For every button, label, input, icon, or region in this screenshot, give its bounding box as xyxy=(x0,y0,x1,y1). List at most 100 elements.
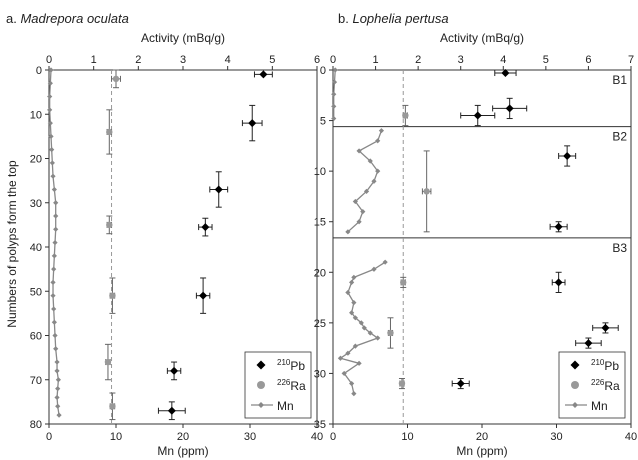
mn-tick-label: 40 xyxy=(625,431,637,443)
mn-tick-label: 30 xyxy=(244,431,256,443)
mn-point xyxy=(50,173,56,179)
mn-point xyxy=(54,368,60,374)
ra-point xyxy=(402,112,409,119)
activity-tick-label: 1 xyxy=(373,54,379,66)
segment-label: B3 xyxy=(612,241,627,255)
mn-point xyxy=(351,300,357,306)
mn-point xyxy=(51,306,57,312)
mn-point xyxy=(371,178,377,184)
mn-point xyxy=(349,310,355,316)
segment-label: B2 xyxy=(612,130,627,144)
panel-b-plot: 0 1 2 3 4 5 6 7 0 10 20 30 40 0 5 10 15 20 25 30 35 B1 B2 B3 210… xyxy=(314,54,637,443)
y-tick-label: 25 xyxy=(314,318,326,330)
legend-ra-label: 226Ra xyxy=(277,378,306,393)
legend-pb-label: 210Pb xyxy=(277,358,305,373)
panel-b-title: b. Lophelia pertusa xyxy=(338,11,449,26)
y-tick-label: 20 xyxy=(30,154,42,166)
activity-tick-label: 3 xyxy=(458,54,464,66)
legend-mn-marker xyxy=(572,402,578,408)
ra-point xyxy=(106,221,113,229)
mn-tick-label: 20 xyxy=(177,431,189,443)
panel-a-activity-label: Activity (mBq/g) xyxy=(141,31,225,45)
legend-box xyxy=(558,351,626,419)
pb-point xyxy=(214,185,223,194)
mn-point xyxy=(367,330,373,336)
ra-point xyxy=(106,128,113,136)
y-tick-label: 30 xyxy=(314,368,326,380)
mn-point xyxy=(55,386,61,392)
legend-mn-label: Mn xyxy=(591,399,608,413)
mn-point xyxy=(56,412,62,418)
panel-b-activity-label: Activity (mBq/g) xyxy=(440,31,524,45)
y-tick-label: 10 xyxy=(30,109,42,121)
mn-point xyxy=(51,266,57,272)
mn-point xyxy=(363,188,370,194)
mn-point xyxy=(51,186,57,193)
pb-point xyxy=(501,69,510,78)
mn-point xyxy=(345,229,351,235)
y-tick-label: 50 xyxy=(30,286,42,298)
mn-point xyxy=(47,120,53,126)
mn-point xyxy=(47,107,53,113)
mn-point xyxy=(341,370,347,377)
mn-tick-label: 10 xyxy=(110,431,122,443)
y-tick-label: 5 xyxy=(320,116,326,128)
activity-tick-label: 6 xyxy=(314,54,320,66)
activity-tick-label: 5 xyxy=(269,54,275,66)
pb-point xyxy=(584,339,593,348)
panel-a-plot: 0 1 2 3 4 5 60 10 20 30 4001020304050607080210Pb22… xyxy=(30,54,323,443)
ra-point xyxy=(398,380,406,387)
activity-tick-label: 7 xyxy=(628,54,634,66)
mn-point xyxy=(371,266,377,272)
ra-point xyxy=(104,358,112,366)
mn-point xyxy=(49,160,55,166)
mn-point xyxy=(375,138,381,144)
legend-box xyxy=(244,351,312,419)
ra-point xyxy=(423,188,430,195)
panel-b-mn-label: Mn (ppm) xyxy=(456,444,507,458)
mn-point xyxy=(55,377,61,383)
y-tick-label: 15 xyxy=(314,217,326,229)
ra-point xyxy=(109,403,116,410)
legend-pb-marker xyxy=(256,360,266,370)
pb-point xyxy=(167,406,176,415)
legend-ra-label: 226Ra xyxy=(591,378,620,393)
legend-mn-label: Mn xyxy=(277,399,294,413)
y-tick-label: 30 xyxy=(30,198,42,210)
y-tick-label: 40 xyxy=(30,242,42,254)
mn-point xyxy=(351,391,357,397)
y-axis-label: Numbers of polyps form the top xyxy=(5,160,19,328)
y-tick-label: 0 xyxy=(36,65,42,77)
y-tick-label: 80 xyxy=(30,419,42,431)
y-tick-label: 20 xyxy=(314,267,326,279)
mn-point xyxy=(345,289,351,296)
activity-tick-label: 5 xyxy=(543,54,549,66)
y-tick-label: 70 xyxy=(30,375,42,387)
mn-point xyxy=(48,67,54,73)
pb-point xyxy=(456,379,465,388)
mn-point xyxy=(331,91,337,97)
y-tick-label: 60 xyxy=(30,331,42,343)
mn-point xyxy=(52,239,58,246)
mn-point xyxy=(51,253,57,259)
mn-point xyxy=(52,332,58,339)
activity-tick-label: 3 xyxy=(180,54,186,66)
activity-tick-label: 0 xyxy=(330,54,336,66)
mn-point xyxy=(356,148,362,154)
y-tick-label: 35 xyxy=(314,419,326,431)
activity-tick-label: 4 xyxy=(500,54,506,66)
mn-point xyxy=(378,128,385,134)
mn-point xyxy=(50,279,56,285)
mn-point xyxy=(345,350,351,356)
mn-point xyxy=(337,355,344,361)
panel-a-mn-label: Mn (ppm) xyxy=(157,444,208,458)
mn-point xyxy=(356,219,362,225)
mn-point xyxy=(53,200,59,206)
ra-point xyxy=(387,329,394,337)
pb-point xyxy=(248,119,257,128)
pb-point xyxy=(563,151,572,160)
pb-point xyxy=(201,223,210,232)
ra-point xyxy=(112,75,120,83)
mn-tick-label: 0 xyxy=(330,431,336,443)
